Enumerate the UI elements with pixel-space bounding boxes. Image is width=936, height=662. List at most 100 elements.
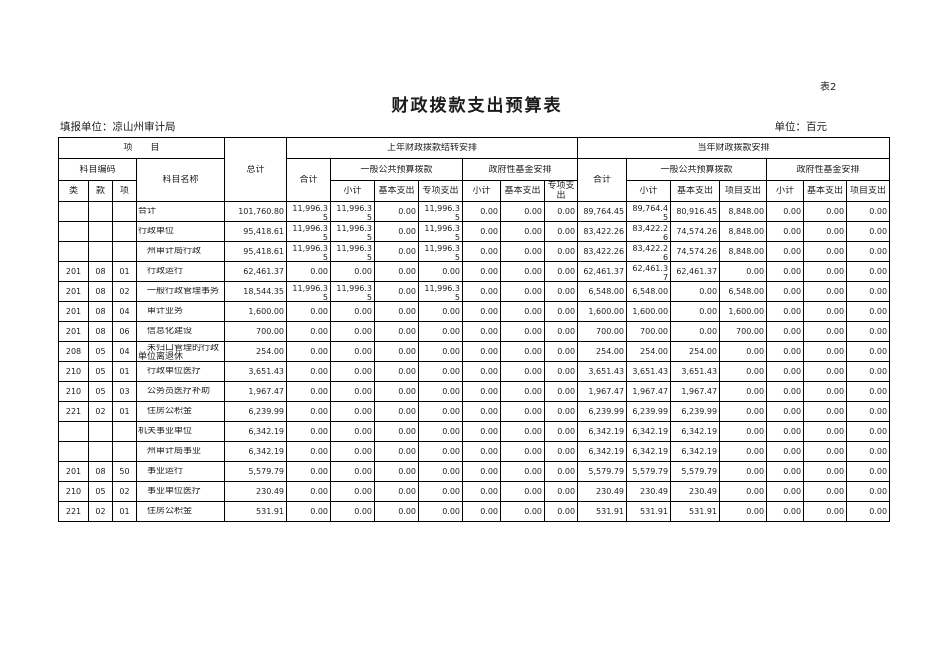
table-row: 201 08 02 一般行政管理事务 18,544.35 11,996.35 11,996…	[58, 281, 891, 302]
table-row: 州审计局行政 95,418.61 11,996.35 11,996.35 0.00 11,…	[58, 241, 891, 262]
value-cell: 0.00	[544, 301, 579, 322]
value-cell: 0.00	[766, 501, 805, 522]
value-cell: 0.00	[462, 341, 502, 362]
header-prev-gen-special: 专项支出	[418, 180, 464, 202]
value-cell: 0.00	[719, 421, 768, 442]
value-cell: 0.00	[846, 501, 891, 522]
code-cell: 02	[88, 501, 113, 522]
subject-name-cell: 合计	[135, 201, 226, 222]
value-cell: 0.00	[846, 261, 891, 282]
subject-name-cell: 审计业务	[135, 301, 226, 322]
value-cell: 0.00	[462, 421, 502, 442]
value-cell: 0.00	[803, 261, 848, 282]
value-cell: 0.00	[803, 421, 848, 442]
header-prev-fund-basic: 基本支出	[500, 180, 546, 202]
value-cell: 0.00	[846, 281, 891, 302]
value-cell: 6,548.00	[577, 281, 628, 302]
value-cell: 0.00	[286, 421, 332, 442]
header-curr-fund-project: 项目支出	[846, 180, 891, 202]
subject-name-cell: 行政运行	[135, 261, 226, 282]
value-cell: 700.00	[224, 321, 288, 342]
header-prev-total: 合计	[286, 158, 332, 202]
code-cell	[112, 241, 137, 262]
value-cell: 0.00	[803, 321, 848, 342]
code-cell	[58, 221, 89, 242]
value-cell: 89,764.45	[577, 201, 628, 222]
value-cell: 5,579.79	[626, 461, 672, 482]
code-cell: 210	[58, 481, 89, 502]
value-cell: 0.00	[374, 461, 420, 482]
value-cell: 3,651.43	[670, 361, 721, 382]
value-cell: 6,342.19	[626, 421, 672, 442]
value-cell: 0.00	[418, 401, 464, 422]
value-cell: 80,916.45	[670, 201, 721, 222]
value-cell: 0.00	[544, 481, 579, 502]
value-cell: 0.00	[719, 341, 768, 362]
value-cell: 0.00	[500, 221, 546, 242]
header-curr-fund-basic: 基本支出	[803, 180, 848, 202]
table-row: 210 05 01 行政单位医疗 3,651.43 0.00 0.00 0.00 0.00 0.…	[58, 361, 891, 382]
value-cell: 0.00	[462, 381, 502, 402]
value-cell: 0.00	[286, 301, 332, 322]
value-cell: 531.91	[670, 501, 721, 522]
code-cell: 02	[112, 481, 137, 502]
code-cell: 05	[88, 381, 113, 402]
value-cell: 0.00	[719, 481, 768, 502]
header-grand-total: 总计	[224, 137, 288, 202]
value-cell: 0.00	[803, 461, 848, 482]
value-cell: 0.00	[846, 361, 891, 382]
value-cell: 0.00	[766, 341, 805, 362]
value-cell: 0.00	[803, 341, 848, 362]
value-cell: 0.00	[500, 501, 546, 522]
value-cell: 0.00	[374, 401, 420, 422]
code-cell: 05	[88, 481, 113, 502]
header-curr-gov-fund: 政府性基金安排	[766, 158, 891, 181]
code-cell: 201	[58, 461, 89, 482]
value-cell: 5,579.79	[577, 461, 628, 482]
value-cell: 700.00	[577, 321, 628, 342]
value-cell: 0.00	[846, 421, 891, 442]
value-cell: 0.00	[418, 381, 464, 402]
value-cell: 6,239.99	[670, 401, 721, 422]
code-cell: 201	[58, 281, 89, 302]
table-row: 201 08 04 审计业务 1,600.00 0.00 0.00 0.00 0.00 0.00…	[58, 301, 891, 322]
code-cell	[88, 201, 113, 222]
value-cell: 8,848.00	[719, 221, 768, 242]
value-cell: 0.00	[846, 401, 891, 422]
value-cell: 8,848.00	[719, 201, 768, 222]
value-cell: 3,651.43	[224, 361, 288, 382]
budget-table: 项 目 总计 上年财政拨款结转安排 当年财政拨款安排 科目编码 科目名称 合计 …	[57, 137, 891, 522]
header-curr-general-budget: 一般公共预算拨款	[626, 158, 768, 181]
value-cell: 0.00	[286, 481, 332, 502]
value-cell: 0.00	[418, 421, 464, 442]
code-cell	[58, 201, 89, 222]
value-cell: 83,422.26	[577, 221, 628, 242]
value-cell: 0.00	[544, 241, 579, 262]
value-cell: 0.00	[544, 221, 579, 242]
table-row: 州审计局事业 6,342.19 0.00 0.00 0.00 0.00 0.00 0.00 0.…	[58, 441, 891, 462]
code-cell: 210	[58, 361, 89, 382]
value-cell: 11,996.35	[286, 221, 332, 242]
value-cell: 0.00	[544, 281, 579, 302]
value-cell: 0.00	[418, 321, 464, 342]
table-row: 机关事业单位 6,342.19 0.00 0.00 0.00 0.00 0.00 0.00 0.…	[58, 421, 891, 442]
value-cell: 0.00	[374, 481, 420, 502]
value-cell: 0.00	[330, 341, 376, 362]
table-row: 210 05 03 公务员医疗补助 1,967.47 0.00 0.00 0.00 0.00 0…	[58, 381, 891, 402]
subject-name-cell: 公务员医疗补助	[135, 381, 226, 402]
table-row: 208 05 04 未归口管理的行政单位离退休 254.00 0.00 0.00 0.00 0…	[58, 341, 891, 362]
value-cell: 6,342.19	[626, 441, 672, 462]
value-cell: 0.00	[330, 481, 376, 502]
value-cell: 0.00	[766, 381, 805, 402]
value-cell: 0.00	[766, 301, 805, 322]
subject-name-cell: 信息化建设	[135, 321, 226, 342]
code-cell: 201	[58, 321, 89, 342]
value-cell: 6,239.99	[224, 401, 288, 422]
value-cell: 6,342.19	[224, 421, 288, 442]
value-cell: 0.00	[374, 441, 420, 462]
value-cell: 0.00	[330, 441, 376, 462]
table-info-row: 填报单位：凉山州审计局 单位：百元	[58, 120, 889, 136]
value-cell: 0.00	[846, 441, 891, 462]
value-cell: 6,239.99	[577, 401, 628, 422]
value-cell: 0.00	[544, 321, 579, 342]
